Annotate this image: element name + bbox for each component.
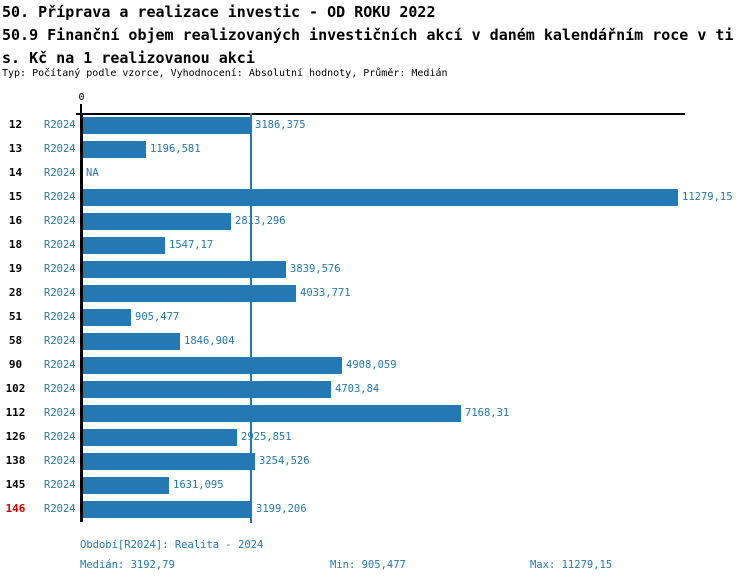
row-category-label: 138 xyxy=(5,454,26,467)
chart-row: 13 R2024 1196,581 xyxy=(0,137,750,161)
value-bar xyxy=(83,332,180,350)
value-bar xyxy=(83,260,286,278)
row-series-label: R2024 xyxy=(44,167,76,179)
row-category-label: 112 xyxy=(5,406,26,419)
value-bar xyxy=(83,188,678,206)
row-value-label: 3254,526 xyxy=(259,455,310,467)
row-series-label: R2024 xyxy=(44,215,76,227)
row-series-label: R2024 xyxy=(44,287,76,299)
value-bar xyxy=(83,428,237,446)
row-value-label: NA xyxy=(86,167,99,179)
y-axis-line xyxy=(80,113,83,522)
row-category-label: 18 xyxy=(8,238,23,251)
chart-row: 102 R2024 4703,84 xyxy=(0,377,750,401)
row-series-label: R2024 xyxy=(44,479,76,491)
footer-median-label: Medián: 3192,79 xyxy=(80,559,175,571)
row-series-label: R2024 xyxy=(44,383,76,395)
chart-row: 19 R2024 3839,576 xyxy=(0,257,750,281)
row-category-label: 58 xyxy=(8,334,23,347)
chart-row: 58 R2024 1846,904 xyxy=(0,329,750,353)
value-bar xyxy=(83,476,169,494)
row-category-label: 126 xyxy=(5,430,26,443)
chart-row: 146 R2024 3199,206 xyxy=(0,497,750,521)
row-value-label: 4703,84 xyxy=(335,383,380,395)
row-value-label: 1846,904 xyxy=(184,335,235,347)
row-value-label: 11279,15 xyxy=(682,191,733,203)
row-series-label: R2024 xyxy=(44,407,76,419)
value-bar xyxy=(83,212,231,230)
value-bar xyxy=(83,236,165,254)
row-value-label: 3199,206 xyxy=(256,503,307,515)
row-category-label: 102 xyxy=(5,382,26,395)
chart-row: 12 R2024 3186,375 xyxy=(0,113,750,137)
chart-row: 14 R2024 NA xyxy=(0,161,750,185)
row-series-label: R2024 xyxy=(44,455,76,467)
row-category-label: 51 xyxy=(8,310,23,323)
row-value-label: 905,477 xyxy=(135,311,180,323)
chart-row: 90 R2024 4908,059 xyxy=(0,353,750,377)
value-bar xyxy=(83,356,342,374)
row-value-label: 7168,31 xyxy=(465,407,510,419)
row-series-label: R2024 xyxy=(44,191,76,203)
row-series-label: R2024 xyxy=(44,263,76,275)
value-bar xyxy=(83,140,146,158)
value-bar xyxy=(83,500,252,518)
row-category-label: 16 xyxy=(8,214,23,227)
median-line xyxy=(250,113,252,523)
x-axis-line xyxy=(76,113,685,115)
row-category-label: 19 xyxy=(8,262,23,275)
row-value-label: 4033,771 xyxy=(300,287,351,299)
row-series-label: R2024 xyxy=(44,503,76,515)
row-category-label: 15 xyxy=(8,190,23,203)
footer-max-label: Max: 11279,15 xyxy=(530,559,613,571)
row-value-label: 2813,296 xyxy=(235,215,286,227)
footer-min-label: Min: 905,477 xyxy=(330,559,406,571)
row-series-label: R2024 xyxy=(44,359,76,371)
report-title-line1: 50. Příprava a realizace investic - OD R… xyxy=(2,3,436,21)
row-value-label: 1547,17 xyxy=(169,239,214,251)
value-bar xyxy=(83,308,131,326)
row-category-label: 28 xyxy=(8,286,23,299)
row-category-label: 145 xyxy=(5,478,26,491)
row-series-label: R2024 xyxy=(44,335,76,347)
row-value-label: 3839,576 xyxy=(290,263,341,275)
row-value-label: 2925,851 xyxy=(241,431,292,443)
row-value-label: 1196,581 xyxy=(150,143,201,155)
row-value-label: 4908,059 xyxy=(346,359,397,371)
row-category-label: 14 xyxy=(8,166,23,179)
row-category-label: 12 xyxy=(8,118,23,131)
x-axis-tick xyxy=(80,104,82,113)
row-series-label: R2024 xyxy=(44,431,76,443)
value-bar xyxy=(83,116,251,134)
footer-period-label: Období[R2024]: Realita - 2024 xyxy=(80,539,264,551)
report-title-line3: s. Kč na 1 realizovanou akci xyxy=(2,49,255,67)
chart-row: 18 R2024 1547,17 xyxy=(0,233,750,257)
chart-row: 138 R2024 3254,526 xyxy=(0,449,750,473)
row-value-label: 3186,375 xyxy=(255,119,306,131)
chart-row: 112 R2024 7168,31 xyxy=(0,401,750,425)
value-bar xyxy=(83,404,461,422)
chart-row: 126 R2024 2925,851 xyxy=(0,425,750,449)
row-series-label: R2024 xyxy=(44,119,76,131)
row-series-label: R2024 xyxy=(44,143,76,155)
value-bar xyxy=(83,284,296,302)
report-meta-line: Typ: Počítaný podle vzorce, Vyhodnocení:… xyxy=(2,68,448,79)
row-series-label: R2024 xyxy=(44,311,76,323)
chart-row: 51 R2024 905,477 xyxy=(0,305,750,329)
chart-row: 16 R2024 2813,296 xyxy=(0,209,750,233)
row-category-label: 90 xyxy=(8,358,23,371)
row-category-label: 146 xyxy=(5,502,26,515)
row-value-label: 1631,095 xyxy=(173,479,224,491)
value-bar xyxy=(83,452,255,470)
value-bar xyxy=(83,380,331,398)
report-title-line2: 50.9 Finanční objem realizovaných invest… xyxy=(2,26,734,44)
row-series-label: R2024 xyxy=(44,239,76,251)
row-category-label: 13 xyxy=(8,142,23,155)
chart-row: 145 R2024 1631,095 xyxy=(0,473,750,497)
x-axis-zero-label: 0 xyxy=(78,92,85,103)
chart-row: 15 R2024 11279,15 xyxy=(0,185,750,209)
chart-row: 28 R2024 4033,771 xyxy=(0,281,750,305)
